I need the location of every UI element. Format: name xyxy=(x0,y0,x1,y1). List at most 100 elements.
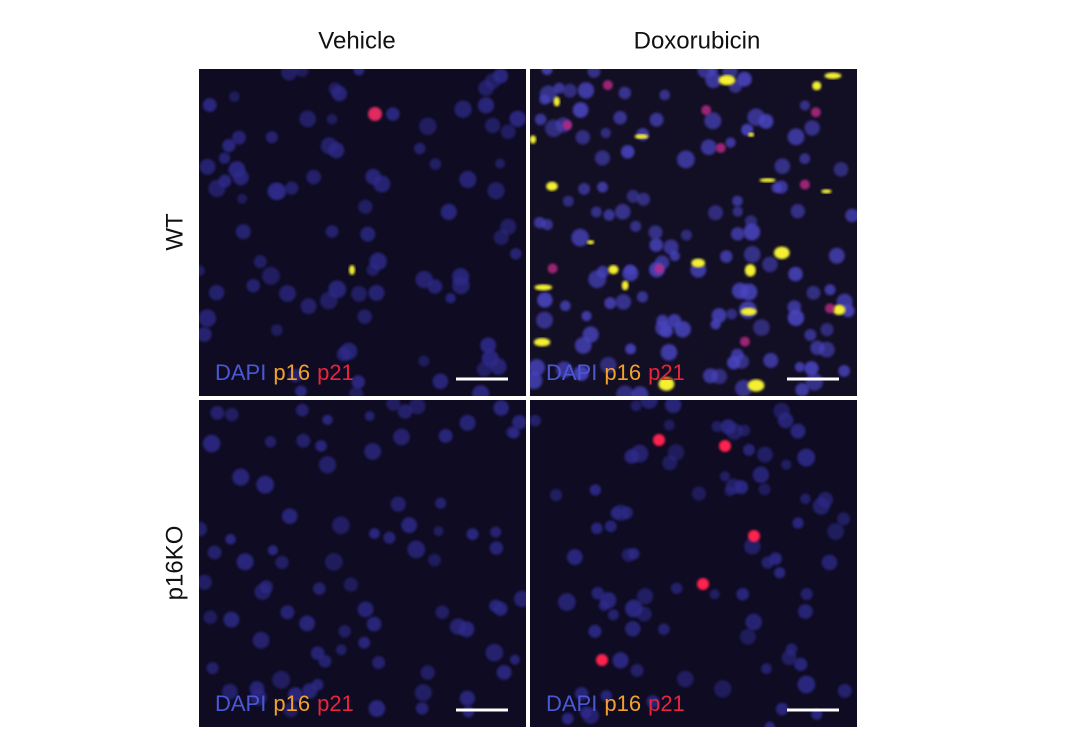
nucleus xyxy=(775,702,789,716)
nucleus xyxy=(594,150,611,166)
nucleus xyxy=(440,203,457,220)
nucleus xyxy=(295,403,309,417)
p16-signal xyxy=(634,134,649,139)
nucleus xyxy=(299,110,316,128)
nucleus xyxy=(732,206,744,217)
nucleus xyxy=(804,361,819,376)
p16-signal xyxy=(812,81,822,91)
channel-labels: DAPI p16 p21 xyxy=(546,360,685,385)
nucleus xyxy=(747,108,765,126)
nucleus xyxy=(790,203,805,219)
nucleus xyxy=(302,683,318,699)
nucleus xyxy=(734,354,750,369)
p16-signal xyxy=(621,280,629,291)
nucleus xyxy=(640,400,658,409)
nucleus xyxy=(596,181,608,193)
nucleus xyxy=(761,556,774,569)
nucleus xyxy=(369,252,387,271)
nucleus xyxy=(600,356,617,374)
p21-signal xyxy=(697,578,709,590)
nucleus xyxy=(435,605,450,620)
nucleus xyxy=(500,218,517,235)
nucleus xyxy=(774,180,788,194)
nucleus xyxy=(413,142,426,155)
nucleus xyxy=(390,496,406,512)
nucleus xyxy=(225,533,236,545)
nucleus xyxy=(368,700,386,717)
nucleus xyxy=(624,449,639,464)
nucleus xyxy=(562,83,577,98)
row-label: WT xyxy=(161,213,188,251)
nucleus xyxy=(739,628,756,645)
nucleus xyxy=(267,545,278,556)
nucleus xyxy=(797,448,816,467)
nucleus xyxy=(790,423,806,439)
nucleus xyxy=(620,144,635,159)
nucleus xyxy=(557,593,576,611)
nucleus xyxy=(799,153,811,165)
micrograph xyxy=(199,69,526,396)
nucleus xyxy=(724,485,735,497)
nucleus xyxy=(202,434,221,453)
nucleus xyxy=(758,483,771,496)
nucleus xyxy=(383,531,396,544)
nucleus xyxy=(626,189,640,203)
nucleus xyxy=(787,309,805,327)
micrograph-panel: DAPI p16 p21 xyxy=(199,69,526,396)
nucleus xyxy=(804,120,820,136)
nucleus xyxy=(794,657,808,671)
nucleus xyxy=(493,601,508,616)
channel-label: p16 xyxy=(604,360,641,385)
nucleus xyxy=(620,506,634,519)
nucleus xyxy=(408,400,426,415)
nucleus xyxy=(348,386,364,396)
nucleus xyxy=(821,554,838,571)
nucleus xyxy=(713,680,732,698)
nucleus xyxy=(275,555,289,570)
nucleus xyxy=(331,516,350,535)
micrograph xyxy=(199,400,526,727)
nucleus xyxy=(566,549,583,566)
nucleus xyxy=(232,169,249,186)
nucleus xyxy=(328,82,342,96)
nucleus xyxy=(264,435,277,448)
p16-signal xyxy=(747,379,765,392)
nucleus xyxy=(338,625,351,638)
nucleus xyxy=(588,270,607,289)
nucleus xyxy=(669,250,681,262)
nucleus xyxy=(753,319,770,336)
p16-signal xyxy=(832,304,846,315)
nucleus xyxy=(625,620,641,637)
nucleus xyxy=(420,665,435,680)
p21-signal xyxy=(653,434,665,446)
nucleus xyxy=(649,112,664,127)
micrograph xyxy=(530,69,857,396)
nucleus xyxy=(659,89,671,101)
nucleus xyxy=(708,69,719,75)
p16-signal xyxy=(718,75,736,86)
nucleus xyxy=(604,520,617,533)
nucleus xyxy=(229,91,240,103)
nucleus xyxy=(364,411,375,422)
nucleus xyxy=(324,552,343,571)
nucleus xyxy=(591,522,603,535)
nucleus xyxy=(288,368,303,383)
p21-signal xyxy=(715,142,726,153)
nucleus xyxy=(667,314,682,328)
nucleus xyxy=(670,582,683,595)
nucleus xyxy=(612,652,629,669)
nucleus xyxy=(222,683,238,700)
nucleus xyxy=(210,405,225,420)
nucleus xyxy=(537,292,553,308)
nucleus xyxy=(357,309,372,324)
nucleus xyxy=(353,69,365,76)
nucleus xyxy=(599,592,617,609)
nucleus xyxy=(625,343,637,355)
nucleus xyxy=(208,284,225,301)
nucleus xyxy=(582,326,599,343)
p16-signal xyxy=(773,246,790,260)
nucleus xyxy=(794,361,805,373)
nucleus xyxy=(752,466,770,483)
nucleus xyxy=(433,526,444,537)
